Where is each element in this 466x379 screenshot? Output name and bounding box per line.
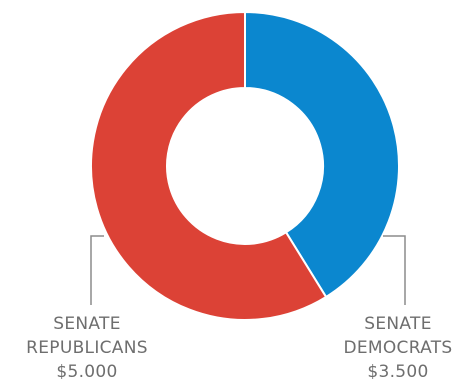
slice-label-republicans-line2: REPUBLICANS [26, 338, 148, 358]
donut-slice-republicans [90, 10, 328, 321]
slice-label-republicans-line1: SENATE [53, 314, 120, 334]
donut-slice-democrats [244, 10, 400, 299]
leader-line-republicans [90, 235, 104, 305]
slice-label-democrats-line1: SENATE [364, 314, 431, 334]
slice-value-republicans: $5.000 [56, 362, 117, 379]
leader-line-democrats [383, 235, 406, 305]
slice-label-democrats-line2: DEMOCRATS [343, 338, 452, 358]
slices-group [90, 10, 400, 321]
label-republicans: SENATE REPUBLICANS $5.000 [26, 314, 148, 379]
label-democrats: SENATE DEMOCRATS $3.500 [343, 314, 452, 379]
slice-value-democrats: $3.500 [367, 362, 428, 379]
